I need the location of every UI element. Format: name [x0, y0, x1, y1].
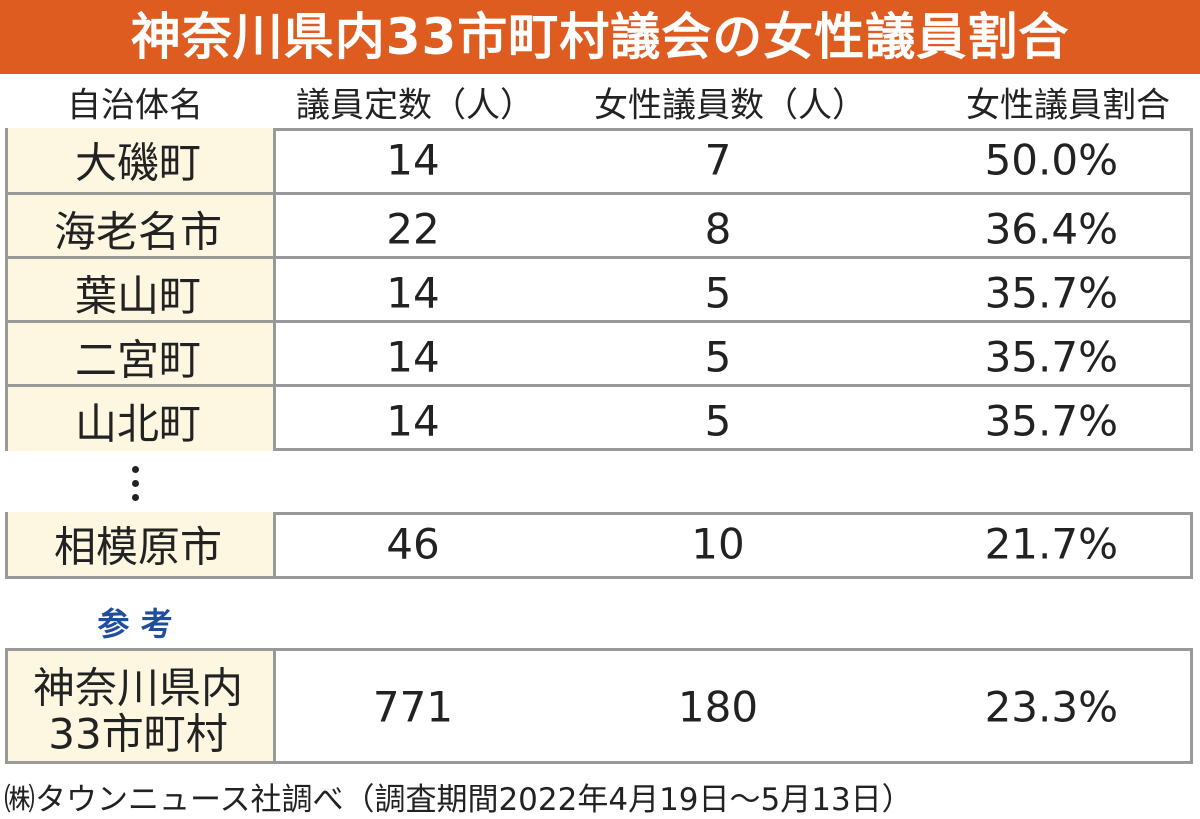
column-header: 女性議員割合: [966, 85, 1170, 126]
column-header: 議員定数（人）: [296, 85, 534, 126]
name-cell: [8, 651, 276, 761]
footer: ㈱タウンニュース社調べ（調査期間2022年4月19日～5月13日）: [4, 782, 913, 818]
value-cell: 5: [704, 396, 732, 445]
title: 神奈川県内33市町村議会の女性議員割合: [0, 0, 1200, 74]
name-text: 葉山町: [74, 271, 202, 320]
table-box: 大磯町 14 7 50.0% 海老名市 22 8 36.4% 葉山町 14 5 35.7% 二宮町 14 5…: [5, 128, 1193, 451]
name-cell: [8, 259, 276, 323]
name-cell: [8, 195, 276, 259]
name-cell: [8, 323, 276, 387]
value-cell: 46: [386, 519, 440, 569]
value-cell: 5: [704, 268, 732, 317]
value-cell: 14: [386, 332, 440, 381]
table-row: 相模原市 46 10 21.7%: [8, 512, 1190, 576]
ellipsis-dot: [132, 494, 139, 501]
table-row: 大磯町 14 7 50.0%: [8, 128, 1190, 192]
reference-name: 神奈川県内: [32, 663, 244, 713]
column-header: 自治体名: [67, 85, 203, 126]
value-cell: 14: [386, 135, 440, 185]
value-cell: 5: [704, 332, 732, 381]
name-text: 相模原市: [53, 522, 223, 572]
name-text: 山北町: [74, 399, 202, 448]
value-cell: 14: [386, 396, 440, 445]
value-cell: 50.0%: [984, 135, 1118, 185]
table-row: 山北町 14 5 35.7%: [8, 384, 1190, 451]
name-text: 大磯町: [74, 138, 202, 188]
reference-name: 33市町村: [48, 709, 228, 759]
table-row: 海老名市 22 8 36.4%: [8, 192, 1190, 259]
name-text: 海老名市: [53, 207, 223, 256]
name-cell: [8, 128, 276, 192]
column-header: 女性議員数（人）: [594, 85, 866, 126]
value-cell: 35.7%: [984, 396, 1118, 445]
reference-label: 参 考: [97, 605, 173, 643]
name-cell: [8, 387, 276, 451]
value-cell: 36.4%: [984, 204, 1118, 253]
value-cell: 14: [386, 268, 440, 317]
name-cell: [8, 512, 276, 576]
reference-box: 神奈川県内 33市町村 771 180 23.3%: [5, 648, 1193, 764]
value-cell: 180: [677, 682, 759, 732]
ellipsis-dot: [132, 466, 139, 473]
value-cell: 35.7%: [984, 332, 1118, 381]
value-cell: 8: [704, 204, 732, 253]
value-cell: 771: [372, 682, 454, 732]
value-cell: 21.7%: [984, 519, 1118, 569]
value-cell: 22: [386, 204, 440, 253]
value-cell: 35.7%: [984, 268, 1118, 317]
table-box: 相模原市 46 10 21.7%: [5, 512, 1193, 579]
ellipsis-dot: [132, 480, 139, 487]
value-cell: 10: [691, 519, 745, 569]
table-row: 葉山町 14 5 35.7%: [8, 256, 1190, 323]
table-row: 二宮町 14 5 35.7%: [8, 320, 1190, 387]
value-cell: 7: [704, 135, 732, 185]
value-cell: 23.3%: [984, 682, 1118, 732]
name-text: 二宮町: [74, 335, 202, 384]
